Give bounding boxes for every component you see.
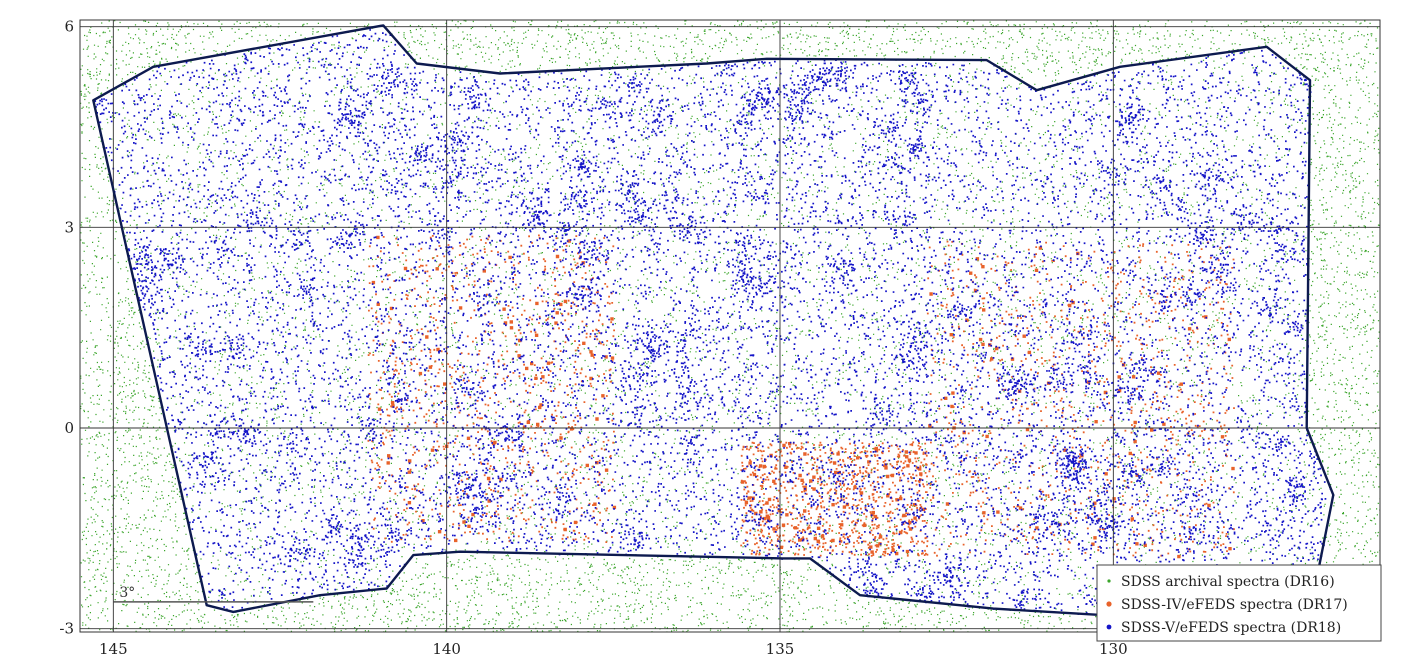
scale-bar: 3°: [113, 585, 314, 603]
x-axis-tick-labels: 145 140 135 130: [99, 640, 1128, 658]
legend-marker-dr18: [1106, 624, 1112, 630]
x-tick-label-140: 140: [432, 640, 461, 658]
plot-background: [80, 20, 1380, 632]
y-axis-tick-labels: -3 0 3 6: [59, 18, 74, 638]
y-tick-label--3: -3: [59, 620, 74, 638]
x-tick-label-130: 130: [1099, 640, 1128, 658]
x-tick-label-135: 135: [766, 640, 795, 658]
legend-marker-dr16: [1107, 579, 1111, 583]
legend: SDSS archival spectra (DR16) SDSS-IV/eFE…: [1096, 564, 1382, 642]
efeds-footprint-outline: [92, 24, 1335, 632]
legend-label-dr17: SDSS-IV/eFEDS spectra (DR17): [1121, 597, 1348, 613]
legend-label-dr18: SDSS-V/eFEDS spectra (DR18): [1121, 620, 1341, 636]
y-tick-label-6: 6: [64, 18, 74, 36]
plot-area: [79, 19, 1381, 633]
scale-bar-label: 3°: [119, 585, 135, 601]
y-tick-label-3: 3: [64, 218, 74, 236]
legend-label-dr16: SDSS archival spectra (DR16): [1121, 574, 1335, 590]
legend-marker-dr17: [1106, 601, 1112, 607]
legend-box: [1096, 564, 1382, 642]
y-tick-label-0: 0: [64, 419, 74, 437]
plot-frame: [79, 19, 1381, 633]
grid-lines: [80, 20, 1380, 632]
x-tick-label-145: 145: [99, 640, 128, 658]
